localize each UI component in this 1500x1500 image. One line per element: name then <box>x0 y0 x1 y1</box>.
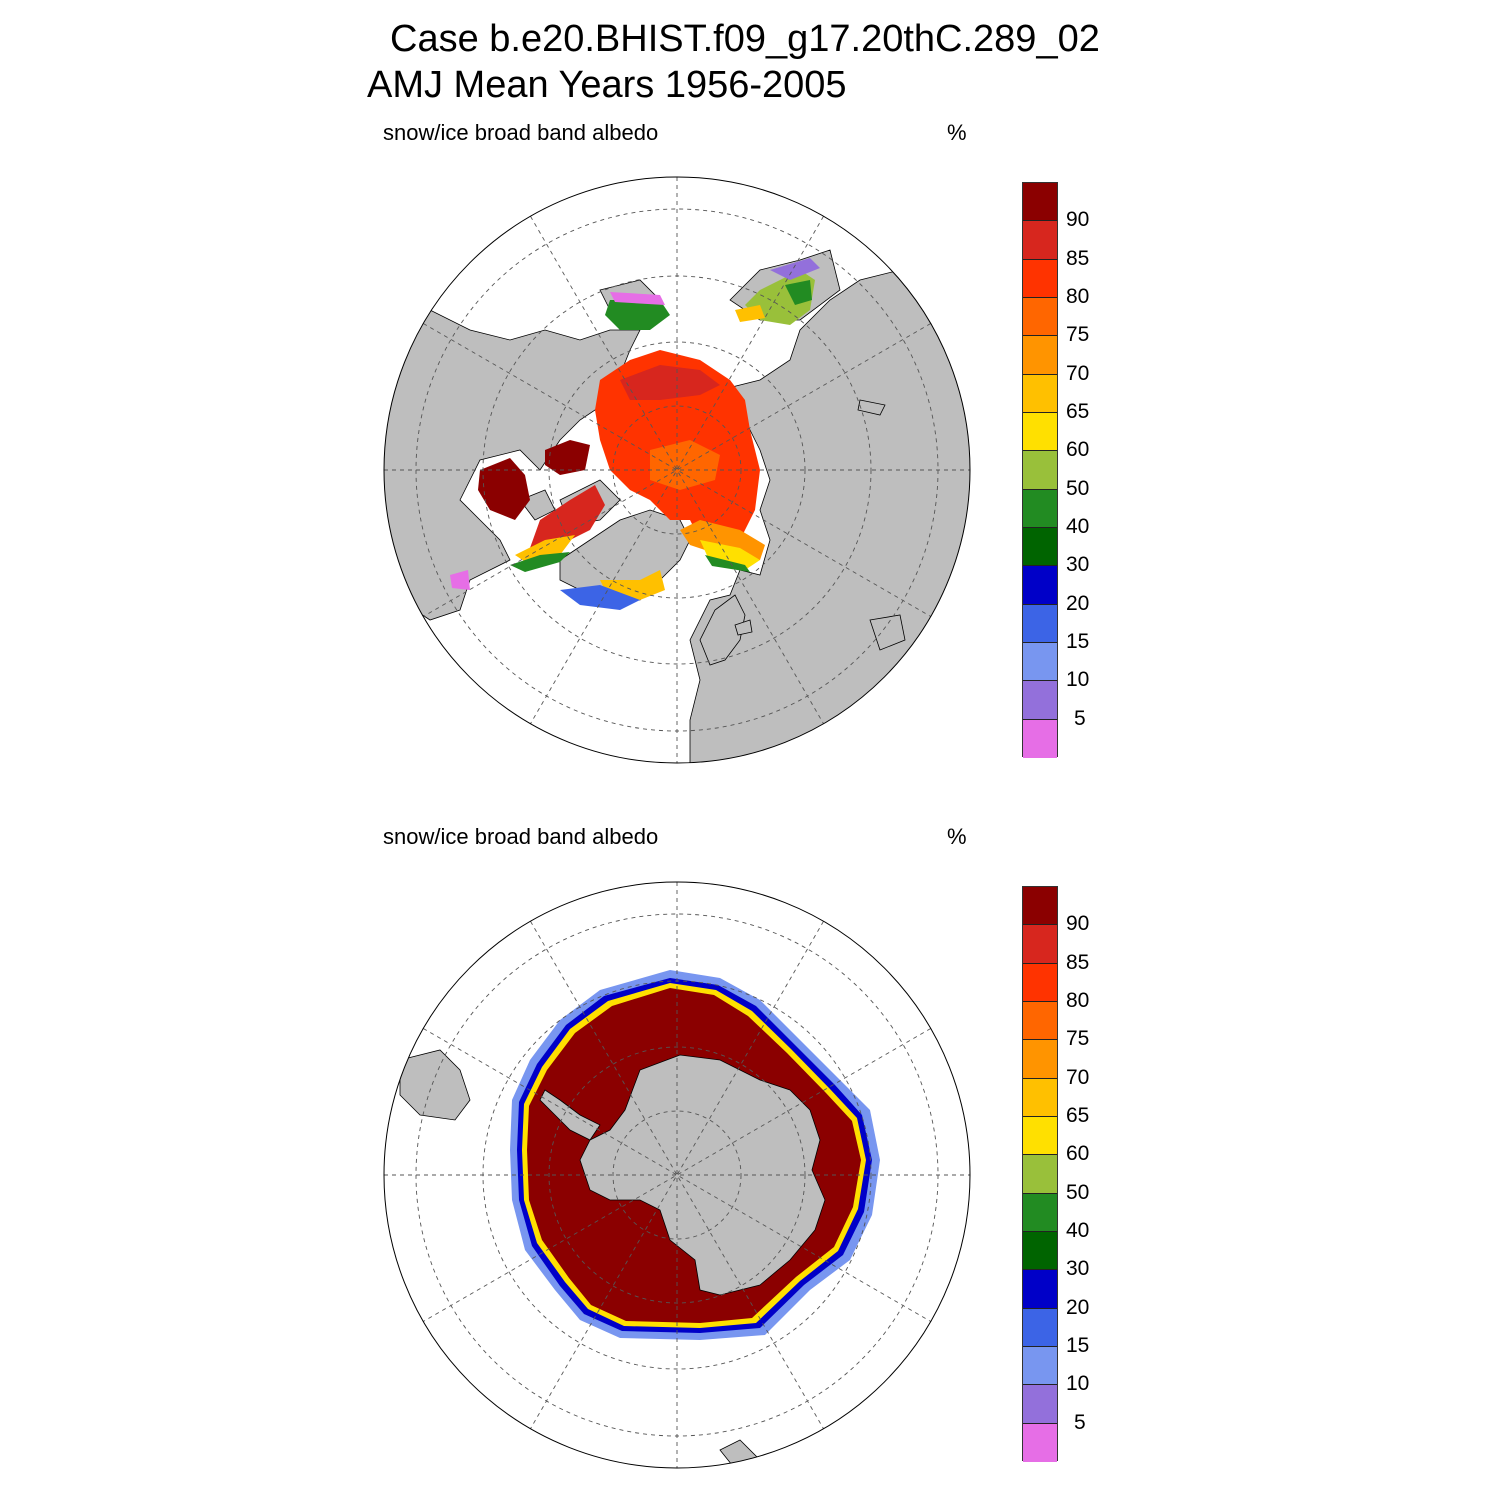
north-colorbar-segment <box>1023 297 1057 337</box>
south-colorbar-segment <box>1023 1116 1057 1156</box>
north-colorbar-segment <box>1023 489 1057 528</box>
south-colorbar-segment <box>1023 1040 1057 1079</box>
north-colorbar-tick-label: 50 <box>1066 476 1090 500</box>
north-colorbar-segment <box>1023 527 1057 567</box>
north-colorbar-tick-label: 40 <box>1066 515 1090 538</box>
north-colorbar-segment <box>1023 642 1057 682</box>
colorbar-south <box>1022 886 1058 1462</box>
north-colorbar-segment <box>1023 451 1057 490</box>
north-colorbar-tick-label: 75 <box>1066 323 1090 347</box>
north-colorbar-segment <box>1023 336 1057 375</box>
south-colorbar-segment <box>1023 1001 1057 1041</box>
south-colorbar-tick-label: 10 <box>1066 1372 1090 1396</box>
south-colorbar-segment <box>1023 1155 1057 1194</box>
figure-title-case: Case b.e20.BHIST.f09_g17.20thC.289_02 <box>390 18 1100 60</box>
south-colorbar-segment <box>1023 1423 1057 1462</box>
panel-north-unit: % <box>947 120 967 145</box>
north-colorbar-segment <box>1023 374 1057 413</box>
north-colorbar-tick-label: 10 <box>1066 668 1090 692</box>
south-colorbar-tick-label: 90 <box>1066 912 1090 936</box>
north-graticule <box>384 177 970 763</box>
north-colorbar-segment <box>1023 259 1057 298</box>
south-colorbar-tick-label: 60 <box>1066 1142 1090 1166</box>
south-polar-map <box>383 881 971 1469</box>
south-colorbar-tick-label: 40 <box>1066 1219 1090 1242</box>
north-colorbar-tick-label: 30 <box>1066 553 1090 577</box>
panel-south-label: snow/ice broad band albedo <box>383 824 659 849</box>
north-colorbar-segment <box>1023 719 1057 758</box>
south-colorbar-segment <box>1023 887 1057 926</box>
south-graticule <box>384 882 970 1468</box>
north-colorbar-tick-label: 65 <box>1066 400 1090 423</box>
south-colorbar-tick-label: 30 <box>1066 1257 1090 1281</box>
north-colorbar-tick-label: 85 <box>1066 246 1090 270</box>
north-colorbar-tick-label: 70 <box>1066 361 1090 385</box>
figure-title-period: AMJ Mean Years 1956-2005 <box>367 64 847 106</box>
south-colorbar-tick-label: 80 <box>1066 989 1090 1012</box>
south-land <box>399 1049 826 1468</box>
south-colorbar-segment <box>1023 1193 1057 1232</box>
south-colorbar-segment <box>1023 1231 1057 1271</box>
north-colorbar-tick-label: 15 <box>1066 630 1090 653</box>
south-colorbar-tick-label: 85 <box>1066 950 1090 974</box>
south-colorbar-tick-label: 50 <box>1066 1180 1090 1204</box>
south-map-border <box>383 881 971 1469</box>
north-colorbar-segment <box>1023 412 1057 452</box>
colorbar-north <box>1022 182 1058 758</box>
south-colorbar-tick-label: 5 <box>1074 1410 1086 1434</box>
south-colorbar-segment <box>1023 1385 1057 1424</box>
panel-south-unit: % <box>947 824 967 849</box>
north-colorbar-segment <box>1023 566 1057 605</box>
south-colorbar-segment <box>1023 925 1057 964</box>
north-colorbar-tick-label: 20 <box>1066 591 1090 615</box>
panel-north-label: snow/ice broad band albedo <box>383 120 659 145</box>
south-colorbar-tick-label: 15 <box>1066 1334 1090 1357</box>
south-colorbar-tick-label: 70 <box>1066 1065 1090 1089</box>
north-polar-map <box>383 176 971 764</box>
north-colorbar-tick-label: 5 <box>1074 706 1086 730</box>
south-colorbar-tick-label: 65 <box>1066 1104 1090 1127</box>
south-colorbar-tick-label: 20 <box>1066 1295 1090 1319</box>
north-colorbar-segment <box>1023 221 1057 260</box>
north-colorbar-segment <box>1023 604 1057 643</box>
north-colorbar-tick-label: 60 <box>1066 438 1090 462</box>
south-colorbar-segment <box>1023 1308 1057 1347</box>
north-colorbar-tick-label: 90 <box>1066 208 1090 232</box>
north-colorbar-segment <box>1023 183 1057 222</box>
north-colorbar-segment <box>1023 681 1057 720</box>
north-colorbar-tick-label: 80 <box>1066 285 1090 308</box>
south-colorbar-segment <box>1023 963 1057 1002</box>
south-colorbar-segment <box>1023 1270 1057 1309</box>
north-map-border <box>383 176 971 764</box>
south-colorbar-segment <box>1023 1078 1057 1117</box>
south-colorbar-tick-label: 75 <box>1066 1027 1090 1051</box>
south-colorbar-segment <box>1023 1346 1057 1386</box>
